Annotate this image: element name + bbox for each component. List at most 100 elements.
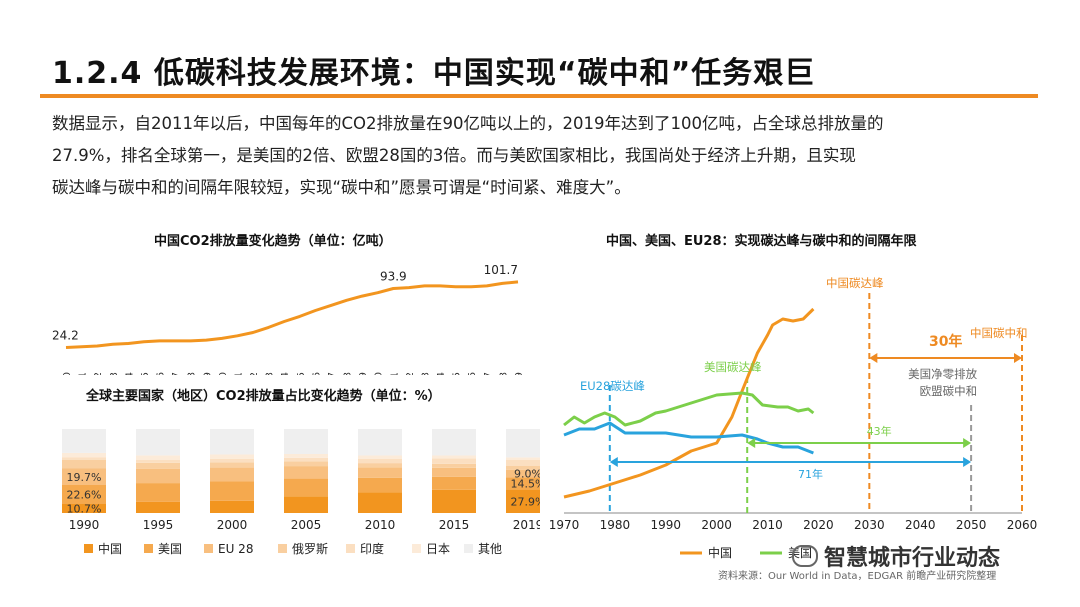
bar-segment [284,429,328,454]
gap-arrow-head [963,438,972,448]
source-note: 资料来源：Our World in Data，EDGAR 前瞻产业研究院整理 [718,571,997,582]
bar-segment [358,455,402,459]
x-tick-label: 2005 [296,372,307,375]
bar-segment [432,476,476,490]
bar-segment [284,466,328,479]
bar-segment [284,454,328,458]
series-line [563,421,814,455]
bar-segment [210,467,254,482]
stacked-bar-title: 全球主要国家（地区）CO2排放量占比变化趋势（单位：%） [86,389,441,404]
x-tick-label: 1997 [171,372,182,375]
bar-segment [432,429,476,456]
bar-segment [210,458,254,463]
legend-swatch [412,544,421,553]
intro-line: 数据显示，自2011年以后，中国每年的CO2排放量在90亿吨以上的，2019年达… [52,114,884,133]
legend-label: 其他 [478,542,502,556]
x-tick-label: 1994 [124,372,135,375]
bar-segment [136,501,180,513]
x-tick-label: 2013 [420,372,431,375]
bar-segment [506,466,540,470]
x-tick-label: 2010 [752,518,783,532]
intro-paragraph: 数据显示，自2011年以后，中国每年的CO2排放量在90亿吨以上的，2019年达… [52,108,1042,204]
category-label: 2005 [291,518,322,532]
gap-arrow-head [747,438,756,448]
category-label: 2015 [439,518,470,532]
category-label: 1995 [143,518,174,532]
gap-arrow-head [869,353,878,363]
x-tick-label: 1996 [156,372,167,375]
x-tick-label: 2011 [389,372,400,375]
x-tick-label: 2050 [956,518,987,532]
x-tick-label: 1995 [140,372,151,375]
series-line [563,391,815,427]
x-tick-label: 1992 [93,372,104,375]
data-label: 93.9 [380,270,407,284]
title-underline [40,94,1038,98]
bar-segment [432,489,476,513]
x-tick-label: 2018 [498,372,509,375]
milestone-label: 中国碳达峰 [826,276,884,290]
bar-segment [432,458,476,464]
milestone-label: 美国碳达峰 [704,360,762,374]
x-tick-label: 2017 [483,372,494,375]
bar-segment [358,463,402,468]
bar-segment [284,461,328,467]
bar-segment [284,457,328,462]
segment-value-label: 27.9% [511,495,540,508]
segment-value-label: 19.7% [67,471,102,484]
wechat-watermark: 智慧城市行业动态 [792,540,1000,572]
gap-arrow-head [963,457,972,467]
x-tick-label: 1990 [62,372,73,375]
bar-segment [284,478,328,497]
peak-neutral-gap-chart: 1970 1980 1990 2000 2010 2020 2030 2040 2050 2060… [549,276,1038,560]
segment-value-label: 14.5% [511,478,540,491]
x-tick-label: 2004 [280,372,291,375]
segment-value-label: 9.0% [514,468,540,481]
china-emission-line [65,280,519,349]
legend-swatch [346,544,355,553]
legend-swatch [204,544,213,553]
legend-label: 中国 [98,541,122,556]
bar-segment [62,457,106,460]
x-tick-label: 1998 [187,372,198,375]
x-tick-label: 2019 [514,372,525,375]
x-tick-label: 2010 [374,372,385,375]
bar-segment [358,467,402,478]
wechat-icon [792,545,818,567]
bar-segment [432,467,476,477]
line-chart-title: 中国CO2排放量变化趋势（单位：亿吨） [154,234,392,249]
legend-swatch [144,544,153,553]
data-label: 101.7 [484,263,518,277]
bar-segment [210,462,254,468]
x-tick-label: 2014 [436,372,447,375]
x-tick-label: 2007 [327,372,338,375]
bar-segment [136,455,180,460]
x-tick-label: 2016 [467,372,478,375]
legend-swatch [84,544,93,553]
bar-segment [506,469,540,478]
gap-label: 71年 [798,467,823,481]
bar-segment [210,429,254,455]
bar-segment [284,496,328,513]
bar-segment [210,501,254,513]
x-tick-label: 2012 [405,372,416,375]
bar-segment [136,459,180,463]
x-tick-label: 2020 [803,518,834,532]
bar-segment [62,452,106,458]
milestone-label: EU28碳达峰 [580,379,645,393]
legend-swatch [464,544,473,553]
china-emission-line-chart: 1990 1991 1992 1993 1994 1995 1996 1997 1998 1999… [52,263,525,375]
intro-line: 27.9%，排名全球第一，是美国的2倍、欧盟28国的3倍。而与美欧国家相比，我国… [52,146,856,165]
category-label: 2019 [513,518,540,532]
x-tick-label: 1970 [549,518,580,532]
segment-value-label: 10.7% [67,503,102,516]
milestone-label: 中国碳中和 [970,326,1028,340]
bar-segment [136,429,180,456]
x-tick-label: 2060 [1007,518,1038,532]
bar-segment [506,489,540,513]
wechat-label: 智慧城市行业动态 [824,546,1001,571]
category-label: 2000 [217,518,248,532]
bar-segment [506,429,540,458]
bar-segment [62,485,106,504]
bar-segment [62,468,106,485]
